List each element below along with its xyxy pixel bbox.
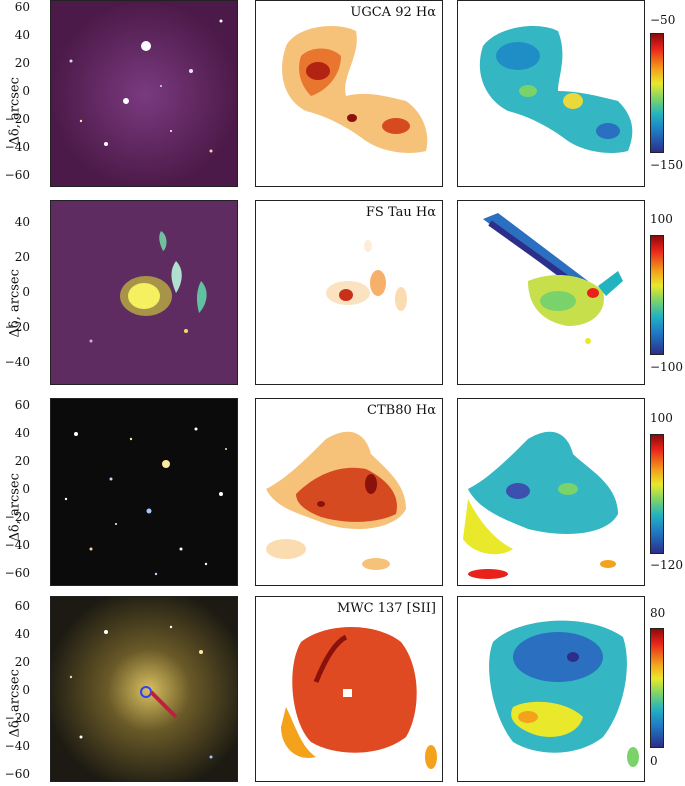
y-tick: 20: [14, 56, 30, 70]
y-tick: 20: [14, 250, 30, 264]
y-tick: −40: [4, 739, 30, 753]
panel-title: UGCA 92 Hα: [350, 5, 436, 20]
y-tick: −40: [4, 355, 30, 369]
direct-image: [51, 201, 237, 384]
y-tick: −40: [4, 140, 30, 154]
velocity-map: [463, 431, 618, 579]
intensity-map: [281, 627, 437, 769]
colorbar: [650, 33, 664, 153]
y-tick: −20: [4, 112, 30, 126]
y-tick: −20: [4, 711, 30, 725]
velocity-map: [483, 213, 623, 344]
colorbar-max-label: 100: [650, 411, 673, 425]
y-tick: 40: [14, 426, 30, 440]
y-tick: −60: [4, 566, 30, 580]
y-tick: −40: [4, 538, 30, 552]
direct-image: [51, 1, 237, 186]
row-mwc137: Δδ, arcsec 60 40 20 0 −20 −40 −60: [0, 596, 685, 786]
y-tick: 0: [22, 683, 30, 697]
y-tick: 40: [14, 28, 30, 42]
direct-image: [51, 597, 237, 781]
y-tick: −60: [4, 168, 30, 182]
velocity-field-panel: [457, 0, 645, 187]
colorbar: [650, 628, 664, 748]
y-tick: 60: [14, 398, 30, 412]
colorbar-min-label: −100: [650, 360, 683, 374]
row-fstau: Δδ, arcsec 40 20 0 −20 −40 FS Tau Hα: [0, 200, 685, 390]
colorbar-max-label: −50: [650, 13, 676, 27]
colorbar-max-label: 80: [650, 606, 666, 620]
halpha-intensity-panel: FS Tau Hα: [255, 200, 443, 385]
direct-image-panel: [50, 200, 238, 385]
colorbar-min-label: −150: [650, 158, 683, 172]
y-tick: 0: [22, 84, 30, 98]
panel-title: FS Tau Hα: [365, 205, 436, 220]
direct-image: [51, 399, 237, 585]
panel-title: MWC 137 [SII]: [336, 601, 436, 616]
halpha-intensity-panel: CTB80 Hα: [255, 398, 443, 586]
sii-intensity-panel: MWC 137 [SII]: [255, 596, 443, 782]
y-tick: −20: [4, 510, 30, 524]
y-tick: −60: [4, 767, 30, 781]
velocity-map: [489, 620, 639, 767]
colorbar: [650, 434, 664, 554]
y-tick: 20: [14, 454, 30, 468]
y-tick: 20: [14, 655, 30, 669]
y-tick: 40: [14, 215, 30, 229]
velocity-field-panel: [457, 398, 645, 586]
direct-image-panel: [50, 398, 238, 586]
colorbar: [650, 235, 664, 355]
y-tick: 40: [14, 627, 30, 641]
y-tick: 0: [22, 285, 30, 299]
velocity-field-panel: [457, 596, 645, 782]
velocity-field-panel: [457, 200, 645, 385]
halpha-intensity-panel: UGCA 92 Hα: [255, 0, 443, 187]
intensity-map: [266, 431, 406, 570]
direct-image-panel: [50, 0, 238, 187]
colorbar-min-label: −120: [650, 558, 683, 572]
y-tick: −20: [4, 320, 30, 334]
panel-title: CTB80 Hα: [367, 403, 436, 418]
direct-image-panel: [50, 596, 238, 782]
colorbar-max-label: 100: [650, 212, 673, 226]
colorbar-min-label: 0: [650, 754, 658, 768]
velocity-map: [479, 26, 633, 153]
row-ugca92: Δδ, arcsec 60 40 20 0 −20 −40 −60: [0, 0, 685, 196]
row-ctb80: Δδ, arcsec 60 40 20 0 −20 −40 −60: [0, 398, 685, 590]
y-tick: 0: [22, 482, 30, 496]
y-tick: 60: [14, 0, 30, 14]
intensity-map: [326, 240, 407, 311]
intensity-map: [282, 26, 428, 153]
y-tick: 60: [14, 599, 30, 613]
